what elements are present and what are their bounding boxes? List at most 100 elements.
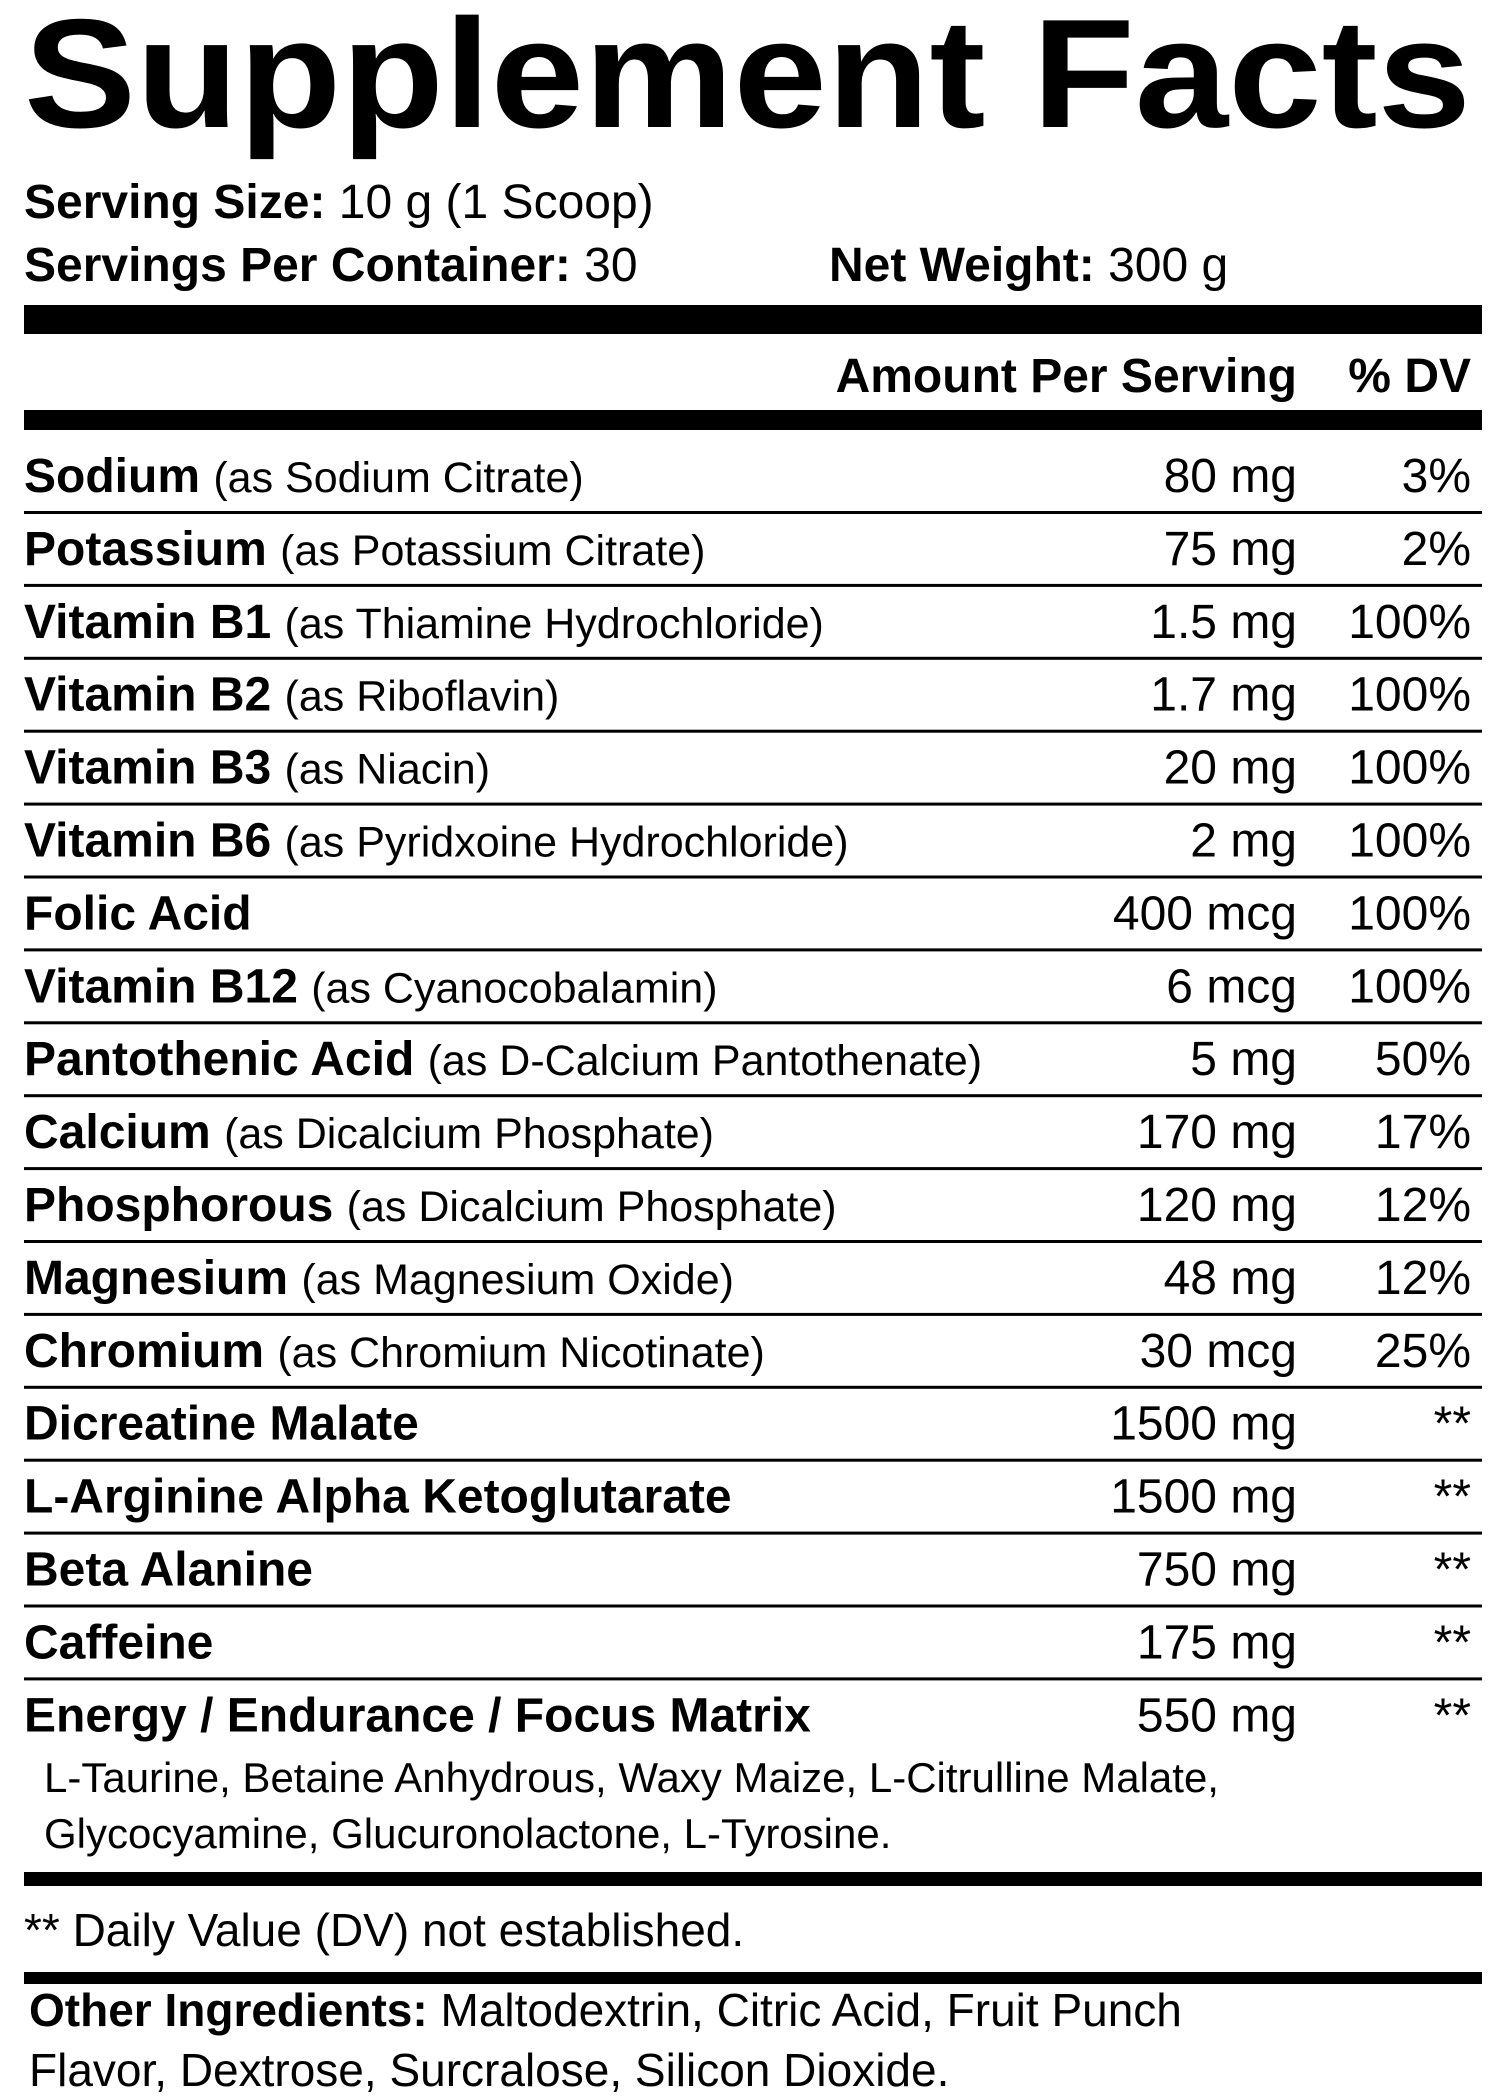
nutrient: Pantothenic Acid (as D-Calcium Pantothen… — [24, 1033, 982, 1086]
nutrient-note: (as Dicalcium Phosphate) — [347, 1183, 837, 1231]
nutrient-note: (as Magnesium Oxide) — [301, 1256, 734, 1304]
matrix-ingredients: Glycocyamine, Glucuronolactone, L-Tyrosi… — [44, 1810, 891, 1857]
nutrient: Vitamin B2 (as Riboflavin) — [24, 669, 559, 722]
row-rule — [24, 511, 1482, 514]
amount: 1500 mg — [1110, 1471, 1297, 1524]
amount: 750 mg — [1137, 1544, 1297, 1597]
nutrient-name: Calcium — [24, 1106, 211, 1159]
amount: 48 mg — [1164, 1252, 1297, 1305]
nutrient-name: Vitamin B3 — [24, 742, 271, 795]
daily-value: 100% — [1348, 596, 1471, 649]
nutrient-note: (as Potassium Citrate) — [280, 527, 705, 575]
other-ingredients: Other Ingredients: Maltodextrin, Citric … — [29, 1984, 1182, 2036]
nutrient: Vitamin B3 (as Niacin) — [24, 742, 490, 795]
nutrient-name: Phosphorous — [24, 1179, 333, 1232]
nutrient-name: Magnesium — [24, 1252, 288, 1305]
nutrient-name: Vitamin B12 — [24, 960, 298, 1013]
daily-value: ** — [1434, 1544, 1471, 1597]
amount: 1.5 mg — [1150, 596, 1297, 649]
amount: 30 mcg — [1140, 1325, 1297, 1378]
nutrient-note: (as Pyridxoine Hydrochloride) — [285, 819, 849, 867]
daily-value: 50% — [1375, 1033, 1471, 1086]
nutrient-name: Chromium — [24, 1325, 264, 1378]
nutrient: Potassium (as Potassium Citrate) — [24, 523, 705, 576]
row-rule — [24, 1021, 1482, 1025]
nutrient-note: (as Thiamine Hydrochloride) — [285, 600, 824, 648]
daily-value: 12% — [1375, 1252, 1471, 1305]
nutrient-note: (as Chromium Nicotinate) — [277, 1329, 764, 1377]
nutrient-name: Potassium — [24, 523, 267, 576]
nutrient-name: Folic Acid — [24, 887, 252, 940]
matrix-ingredients: L-Taurine, Betaine Anhydrous, Waxy Maize… — [44, 1754, 1219, 1801]
amount: 175 mg — [1137, 1616, 1297, 1669]
nutrient-note: (as Sodium Citrate) — [213, 454, 583, 502]
nutrient-name: Pantothenic Acid — [24, 1033, 414, 1086]
row-rule — [24, 1604, 1482, 1608]
nutrient: Calcium (as Dicalcium Phosphate) — [24, 1106, 714, 1159]
rows: Sodium (as Sodium Citrate) 80 mg 3% Potassi… — [24, 450, 1482, 1742]
row-rule — [24, 802, 1482, 806]
daily-value: 17% — [1375, 1106, 1471, 1159]
nutrient: Energy / Endurance / Focus Matrix — [24, 1689, 811, 1742]
amount: 5 mg — [1190, 1033, 1297, 1086]
nutrient: L-Arginine Alpha Ketoglutarate — [24, 1471, 732, 1524]
daily-value: ** — [1434, 1689, 1471, 1742]
nutrient-name: Caffeine — [24, 1616, 213, 1669]
thick-rule — [24, 1872, 1482, 1886]
footnote: ** Daily Value (DV) not established. — [24, 1904, 744, 1956]
column-header: % DV — [1348, 350, 1471, 403]
nutrient-name: Energy / Endurance / Focus Matrix — [24, 1689, 811, 1742]
daily-value: 100% — [1348, 960, 1471, 1013]
daily-value: 100% — [1348, 815, 1471, 868]
amount: 1500 mg — [1110, 1398, 1297, 1451]
daily-value: 3% — [1402, 450, 1471, 503]
amount: 80 mg — [1164, 450, 1297, 503]
nutrient: Dicreatine Malate — [24, 1398, 419, 1451]
row-rule — [24, 729, 1482, 733]
amount: 170 mg — [1137, 1106, 1297, 1159]
daily-value: 100% — [1348, 742, 1471, 795]
nutrient: Caffeine — [24, 1616, 213, 1669]
nutrient-name: Vitamin B1 — [24, 596, 271, 649]
serving-size: Serving Size: 10 g (1 Scoop) — [24, 176, 654, 229]
nutrient-note: (as Dicalcium Phosphate) — [224, 1110, 714, 1158]
nutrient: Phosphorous (as Dicalcium Phosphate) — [24, 1179, 837, 1232]
servings-per-container: Servings Per Container: 30 — [24, 239, 638, 292]
row-rule — [24, 1312, 1482, 1316]
daily-value: ** — [1434, 1471, 1471, 1524]
row-rule — [24, 875, 1482, 879]
amount: 20 mg — [1164, 742, 1297, 795]
text: Maltodextrin, Citric Acid, Fruit Punch — [441, 1984, 1182, 2036]
daily-value: 25% — [1375, 1325, 1471, 1378]
amount: 75 mg — [1164, 523, 1297, 576]
row-rule — [24, 948, 1482, 952]
amount: 550 mg — [1137, 1689, 1297, 1742]
nutrient: Sodium (as Sodium Citrate) — [24, 450, 584, 503]
nutrient: Magnesium (as Magnesium Oxide) — [24, 1252, 734, 1305]
nutrient: Vitamin B1 (as Thiamine Hydrochloride) — [24, 596, 824, 649]
daily-value: ** — [1434, 1616, 1471, 1669]
row-rule — [24, 1167, 1482, 1171]
nutrient-name: Beta Alanine — [24, 1544, 313, 1597]
other-ingredients: Flavor, Dextrose, Surcralose, Silicon Di… — [29, 2044, 949, 2096]
nutrient-name: Dicreatine Malate — [24, 1398, 419, 1451]
row-rule — [24, 1677, 1482, 1681]
nutrient: Chromium (as Chromium Nicotinate) — [24, 1325, 765, 1378]
net-weight: Net Weight: 300 g — [829, 239, 1228, 292]
label: Net Weight: — [829, 239, 1095, 292]
nutrient: Vitamin B6 (as Pyridxoine Hydrochloride) — [24, 815, 849, 868]
nutrient-name: L-Arginine Alpha Ketoglutarate — [24, 1471, 732, 1524]
row-rule — [24, 1531, 1482, 1535]
nutrient: Vitamin B12 (as Cyanocobalamin) — [24, 960, 718, 1013]
nutrient-note: (as Riboflavin) — [285, 673, 560, 721]
amount: 120 mg — [1137, 1179, 1297, 1232]
daily-value: ** — [1434, 1398, 1471, 1451]
daily-value: 100% — [1348, 887, 1471, 940]
value: 300 g — [1108, 239, 1228, 292]
thick-rule — [24, 1972, 1482, 1984]
daily-value: 12% — [1375, 1179, 1471, 1232]
amount: 400 mcg — [1113, 887, 1297, 940]
daily-value: 100% — [1348, 669, 1471, 722]
amount: 6 mcg — [1166, 960, 1297, 1013]
